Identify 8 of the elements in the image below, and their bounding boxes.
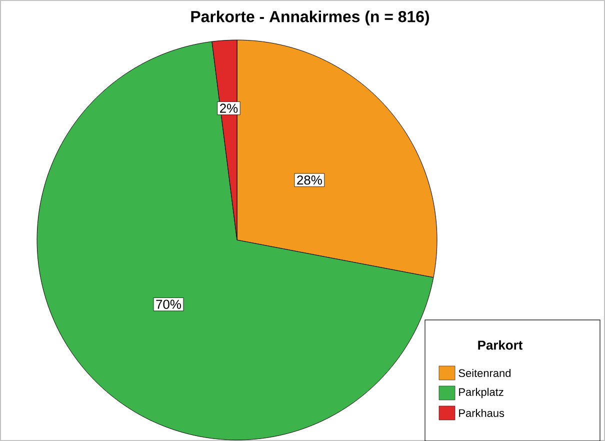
legend-label: Parkplatz <box>459 388 504 398</box>
legend-label: Seitenrand <box>458 368 510 378</box>
data-label: 2% <box>220 104 238 113</box>
data-label: 28% <box>297 175 322 185</box>
legend-label: Parkhaus <box>459 408 504 418</box>
legend-title: Parkort <box>478 340 523 350</box>
data-label: 70% <box>156 300 181 309</box>
chart-title: Parkorte - Annakirmes (n = 816) <box>191 10 430 26</box>
